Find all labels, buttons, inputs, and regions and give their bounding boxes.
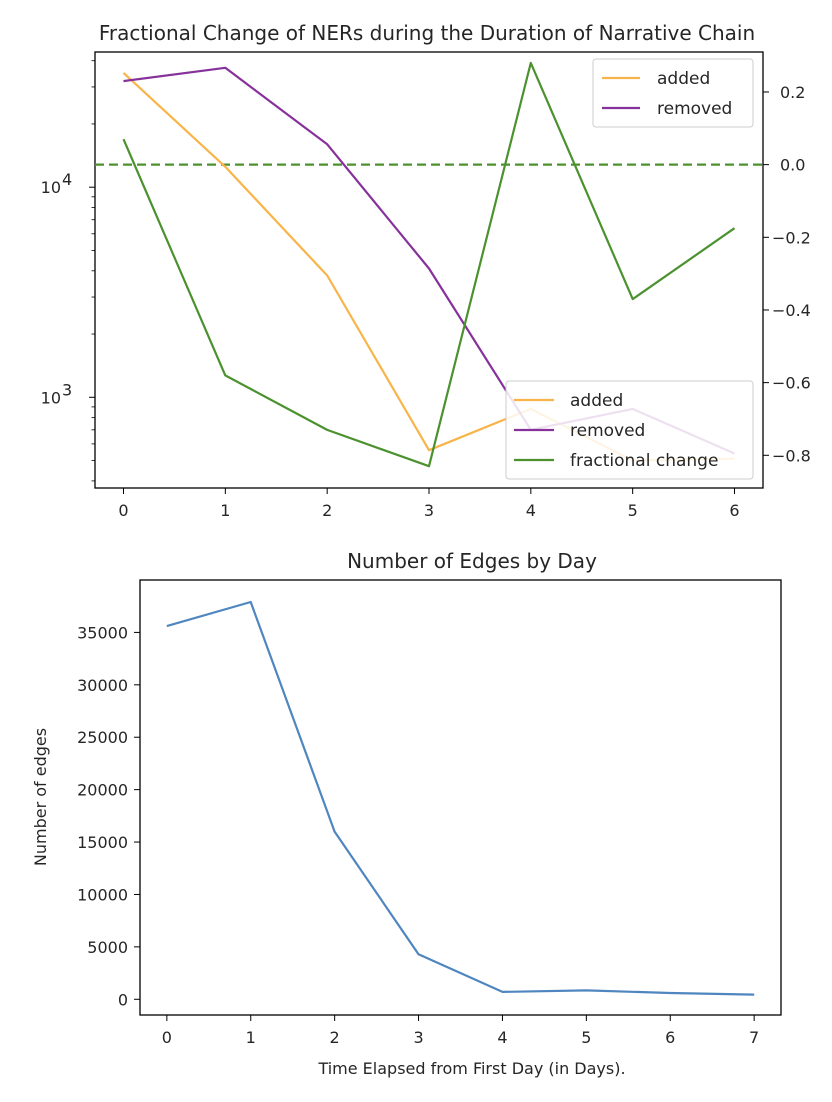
chart1-x-tick-label: 2 — [322, 501, 332, 520]
legend-top-removed-label: removed — [657, 99, 732, 119]
chart2-x-tick-label: 4 — [497, 1028, 507, 1047]
chart1-title: Fractional Change of NERs during the Dur… — [99, 21, 755, 45]
chart2-x-tick-label: 2 — [330, 1028, 340, 1047]
chart1-left-tick-exponent: 4 — [62, 170, 72, 189]
chart2-y-tick-label: 5000 — [87, 938, 128, 957]
chart2-x-tick-label: 7 — [749, 1028, 759, 1047]
chart1-right-tick-label: 0.2 — [780, 83, 805, 102]
legend-bottom-removed-label: removed — [570, 421, 645, 441]
chart2-y-tick-label: 10000 — [77, 885, 128, 904]
legend-top-frame — [592, 58, 754, 128]
chart1-x-tick-label: 1 — [220, 501, 230, 520]
chart2-x-tick-label: 5 — [581, 1028, 591, 1047]
chart1-x-tick-label: 0 — [118, 501, 128, 520]
chart2-x-axis: 0 1 2 3 4 5 6 7 — [162, 1015, 759, 1047]
legend-top-added-label: added — [657, 69, 710, 89]
chart1-x-tick-label: 4 — [526, 501, 536, 520]
chart1-left-tick-label: 10 — [41, 388, 61, 407]
chart2-y-tick-label: 15000 — [77, 833, 128, 852]
chart1-legend-bottom: added removed fractional change — [505, 380, 754, 480]
series-fractional-change-line — [122, 61, 736, 468]
chart2-x-axis-label: Time Elapsed from First Day (in Days). — [317, 1059, 625, 1078]
chart1-right-tick-label: 0.0 — [780, 156, 805, 175]
chart2-x-tick-label: 1 — [246, 1028, 256, 1047]
chart2-series-lines — [166, 600, 755, 996]
series-edges-line — [166, 600, 755, 996]
legend-bottom-frame — [505, 380, 754, 480]
chart1-x-tick-label: 6 — [729, 501, 739, 520]
chart1-left-tick-exponent: 3 — [62, 380, 72, 399]
chart2-y-tick-label: 35000 — [77, 623, 128, 642]
legend-bottom-fractional-label: fractional change — [570, 451, 718, 471]
chart1-right-tick-label: −0.2 — [772, 228, 811, 247]
chart2-y-tick-label: 0 — [118, 990, 128, 1009]
chart2-y-axis: 0 5000 10000 15000 20000 25000 30000 35000 — [77, 623, 140, 1009]
chart2-y-tick-label: 30000 — [77, 676, 128, 695]
chart1-legend-top: added removed — [592, 58, 754, 128]
chart-fractional-change: Fractional Change of NERs during the Dur… — [41, 21, 811, 520]
chart2-y-tick-label: 20000 — [77, 781, 128, 800]
chart1-x-tick-label: 5 — [628, 501, 638, 520]
chart2-y-axis-label: Number of edges — [31, 728, 50, 866]
legend-bottom-added-label: added — [570, 391, 623, 411]
chart2-plot-frame — [139, 579, 782, 1016]
chart1-right-tick-label: −0.4 — [772, 301, 811, 320]
chart2-y-tick-label: 25000 — [77, 728, 128, 747]
chart1-x-axis: 0 1 2 3 4 5 6 — [118, 488, 740, 520]
chart2-x-tick-label: 3 — [413, 1028, 423, 1047]
chart1-left-tick-label: 10 — [41, 178, 61, 197]
chart1-right-tick-label: −0.6 — [772, 374, 811, 393]
chart2-x-tick-label: 6 — [665, 1028, 675, 1047]
chart2-title: Number of Edges by Day — [347, 549, 597, 573]
chart-edges-by-day: Number of Edges by Day 0 1 2 3 4 5 6 7 0 5000 100… — [31, 549, 782, 1078]
chart1-right-tick-label: −0.8 — [772, 446, 811, 465]
chart1-x-tick-label: 3 — [424, 501, 434, 520]
chart2-x-tick-label: 0 — [162, 1028, 172, 1047]
chart1-right-axis: 0.2 0.0 −0.2 −0.4 −0.6 −0.8 — [763, 83, 811, 465]
